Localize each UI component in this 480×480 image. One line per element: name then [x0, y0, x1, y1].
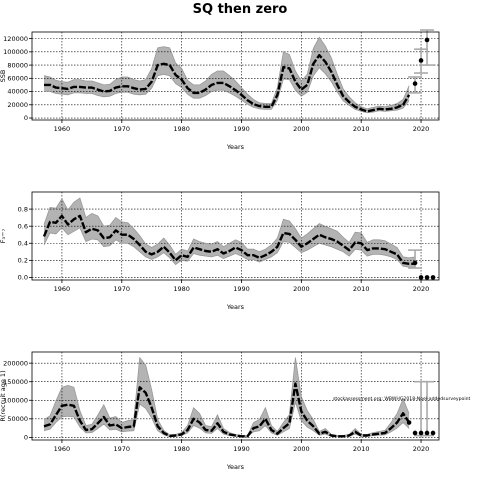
fbar-y-tick-label: 0.4: [18, 239, 28, 247]
fbar-y-tick-label: 0.8: [18, 205, 28, 213]
fbar-estimate-line: [42, 214, 416, 265]
ssb-x-axis-label: Years: [226, 143, 245, 151]
ssb-y-tick-label: 100000: [3, 48, 28, 56]
recruitment-x-tick-label: 1990: [233, 445, 250, 453]
fbar-forecast-point: [418, 275, 424, 280]
recruitment-y-tick-label: 0: [24, 434, 28, 442]
fbar-y-tick-label: 0.0: [18, 274, 28, 282]
fbar-x-tick-label: 1990: [233, 285, 250, 293]
ssb-y-tick-label: 0: [24, 114, 28, 122]
fbar-axes-frame: [31, 191, 440, 281]
fbar-forecast-point: [424, 275, 430, 280]
fbar-upper-bound-line: [43, 197, 416, 259]
recruitment-x-tick-label: 1970: [114, 445, 131, 453]
fbar-x-tick-label: 1970: [114, 285, 131, 293]
ssb-x-tick-label: 2020: [413, 125, 430, 133]
recruitment-x-tick-label: 1960: [54, 445, 71, 453]
recruitment-forecast-point: [406, 420, 412, 425]
recruitment-y-tick-label: 200000: [3, 359, 28, 367]
recruitment-y-axis-label: R(recruit age 1): [0, 370, 7, 421]
recruitment-axes-frame: [31, 351, 440, 441]
recruitment-forecast-point: [418, 430, 424, 436]
recruitment-estimate-line: [43, 382, 411, 438]
fbar-x-tick-label: 2000: [293, 285, 310, 293]
ssb-x-tick-label: 1970: [114, 125, 131, 133]
figure-title: SQ then zero: [193, 2, 288, 17]
assessment-annotation: stockassessment.org: WBWHG2018-Noel-adde…: [333, 396, 471, 402]
recruitment-forecast-point: [430, 430, 436, 436]
ssb-estimate-line: [44, 54, 411, 113]
fbar-x-tick-label: 2010: [353, 285, 370, 293]
fbar-y-tick-label: 0.2: [18, 257, 28, 265]
ssb-x-tick-label: 1960: [54, 125, 71, 133]
fbar-forecast-point: [412, 260, 418, 266]
recruitment-x-tick-label: 1980: [173, 445, 190, 453]
recruitment-forecast-point: [412, 430, 418, 436]
fbar-x-axis-label: Years: [226, 303, 245, 311]
fbar-y-tick-label: 0.6: [18, 222, 28, 230]
ssb-y-tick-label: 80000: [7, 61, 28, 69]
ssb-forecast-point: [412, 81, 418, 86]
ssb-y-tick-label: 40000: [7, 88, 28, 96]
ssb-forecast-point: [424, 37, 430, 43]
fbar-y-axis-label: F₃−₇: [0, 228, 7, 243]
recruitment-forecast-point: [424, 430, 430, 436]
ssb-x-tick-label: 1990: [233, 125, 250, 133]
fbar-lower-bound-line: [43, 227, 416, 269]
fbar-x-tick-label: 2020: [413, 285, 430, 293]
ssb-y-tick-label: 20000: [7, 101, 28, 109]
fbar-x-tick-label: 1980: [173, 285, 190, 293]
recruitment-x-tick-label: 2000: [293, 445, 310, 453]
ssb-y-axis-label: SSB: [0, 70, 7, 83]
fbar-x-tick-label: 1960: [54, 285, 71, 293]
ssb-y-tick-label: 60000: [7, 75, 28, 83]
ssb-x-tick-label: 1980: [173, 125, 190, 133]
ssb-x-tick-label: 2000: [293, 125, 310, 133]
ssb-x-tick-label: 2010: [353, 125, 370, 133]
recruitment-y-tick-label: 50000: [7, 415, 28, 423]
ssb-upper-bound-line: [43, 36, 410, 110]
ssb-forecast-point: [418, 58, 424, 63]
recruitment-x-tick-label: 2010: [353, 445, 370, 453]
fbar-confidence-band: [44, 198, 416, 268]
fbar-forecast-point: [430, 275, 436, 280]
ssb-y-tick-label: 120000: [3, 35, 28, 43]
recruitment-x-axis-label: Years: [226, 463, 245, 471]
recruitment-y-tick-label: 100000: [3, 396, 28, 404]
ssb-lower-bound-line: [44, 67, 410, 114]
recruitment-x-tick-label: 2020: [413, 445, 430, 453]
recruitment-y-tick-label: 150000: [3, 378, 28, 386]
ssb-axes-frame: [31, 31, 440, 121]
